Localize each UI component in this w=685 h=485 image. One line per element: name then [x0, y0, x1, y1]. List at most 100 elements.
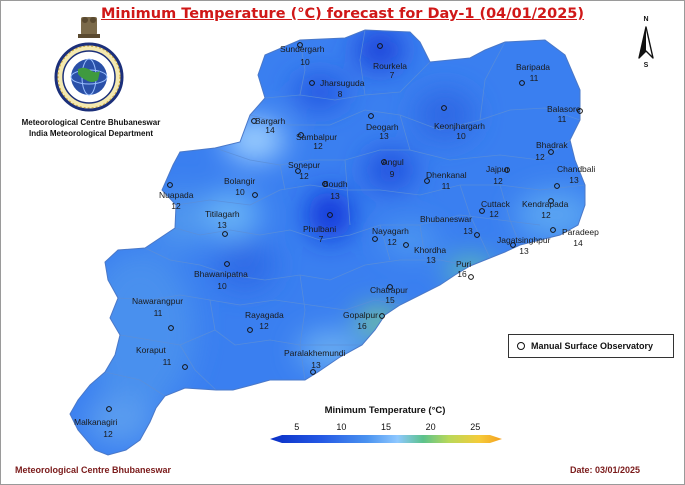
station-name: Paradeep — [562, 227, 599, 237]
station-temperature: 13 — [463, 226, 473, 236]
station-marker-icon — [168, 325, 174, 331]
station-marker-icon — [106, 406, 112, 412]
north-arrow: N S — [632, 16, 660, 72]
station-marker-icon — [387, 284, 393, 290]
station-marker-icon — [251, 118, 257, 124]
station-temperature: 10 — [456, 131, 466, 141]
north-label: N — [643, 16, 649, 23]
station-name: Keonjhargarh — [434, 121, 485, 131]
station-name: Nuapada — [159, 190, 194, 200]
imd-emblem-logo — [54, 17, 124, 112]
station-marker-icon — [510, 242, 516, 248]
station-marker-icon — [372, 236, 378, 242]
station-name: Boudh — [323, 179, 348, 189]
station-name: Baripada — [516, 62, 550, 72]
colorbar-tick-label: 25 — [470, 422, 480, 432]
colorbar: 5 10 15 20 25 — [270, 422, 502, 443]
station-name: Chatrapur — [370, 285, 408, 295]
station-temperature: 12 — [493, 176, 503, 186]
station-nawarangpur: Nawarangpur 11 — [132, 296, 183, 331]
station-temperature: 11 — [530, 73, 539, 83]
station-name: Bolangir — [224, 176, 255, 186]
station-temperature: 11 — [558, 114, 567, 124]
station-name: Deogarh — [366, 122, 399, 132]
imd-globe-icon — [54, 42, 124, 112]
station-marker-icon — [468, 274, 474, 280]
station-marker-icon — [222, 231, 228, 237]
station-temperature: 8 — [338, 89, 343, 99]
station-name: Chandbali — [557, 164, 595, 174]
station-temperature: 12 — [299, 171, 309, 181]
station-marker-icon — [327, 212, 333, 218]
station-marker-icon — [322, 181, 328, 187]
station-sundergarh: Sundergarh 10 — [280, 42, 325, 67]
station-marker-icon — [252, 192, 258, 198]
station-marker-icon — [504, 167, 510, 173]
south-label: S — [643, 62, 649, 69]
station-marker-icon — [548, 149, 554, 155]
station-temperature: 12 — [387, 237, 397, 247]
station-name: Sundergarh — [280, 44, 325, 54]
colorbar-ticks: 5 10 15 20 25 — [294, 422, 480, 432]
ashoka-emblem-icon — [78, 17, 100, 38]
station-name: Bargarh — [255, 116, 286, 126]
station-temperature: 10 — [300, 57, 310, 67]
station-temperature: 13 — [569, 175, 579, 185]
compass-arrow-icon — [638, 26, 654, 59]
station-marker-icon — [368, 113, 374, 119]
station-name: Rourkela — [373, 61, 407, 71]
station-marker-icon — [381, 159, 387, 165]
station-marker-icon — [295, 168, 301, 174]
station-marker-icon — [577, 108, 583, 114]
organization-block: Meteorological Centre Bhubaneswar India … — [6, 117, 176, 139]
station-marker-icon — [519, 80, 525, 86]
station-name: Paralakhemundi — [284, 348, 346, 358]
station-koraput: Koraput 11 — [136, 345, 188, 370]
station-name: Bhawanipatna — [194, 269, 248, 279]
colorbar-tick-label: 10 — [336, 422, 346, 432]
station-temperature: 16 — [457, 269, 467, 279]
station-name: Bhadrak — [536, 140, 568, 150]
station-marker-icon — [479, 208, 485, 214]
station-temperature: 7 — [319, 234, 324, 244]
station-temperature: 13 — [379, 131, 389, 141]
station-name: Dhenkanal — [426, 170, 467, 180]
station-name: Puri — [456, 259, 471, 269]
station-temperature: 13 — [519, 246, 529, 256]
observatory-legend: Manual Surface Observatory — [508, 334, 674, 358]
station-name: Rayagada — [245, 310, 284, 320]
station-name: Kendrapada — [522, 199, 569, 209]
station-name: Gopalpur — [343, 310, 378, 320]
colorbar-tick-label: 20 — [426, 422, 436, 432]
station-temperature: 12 — [171, 201, 181, 211]
station-marker-icon — [309, 80, 315, 86]
colorbar-gradient — [270, 435, 502, 443]
station-name: Khordha — [414, 245, 446, 255]
org-line-1: Meteorological Centre Bhubaneswar — [21, 118, 161, 127]
station-jajpur: Jajpur 12 — [486, 164, 510, 186]
station-marker-icon — [550, 227, 556, 233]
station-angul: Angul 9 — [381, 157, 404, 179]
station-temperature: 12 — [103, 429, 113, 439]
footer-date: Date: 03/01/2025 — [570, 465, 641, 475]
station-name: Bhubaneswar — [420, 214, 472, 224]
station-name: Angul — [382, 157, 404, 167]
station-marker-icon — [377, 43, 383, 49]
